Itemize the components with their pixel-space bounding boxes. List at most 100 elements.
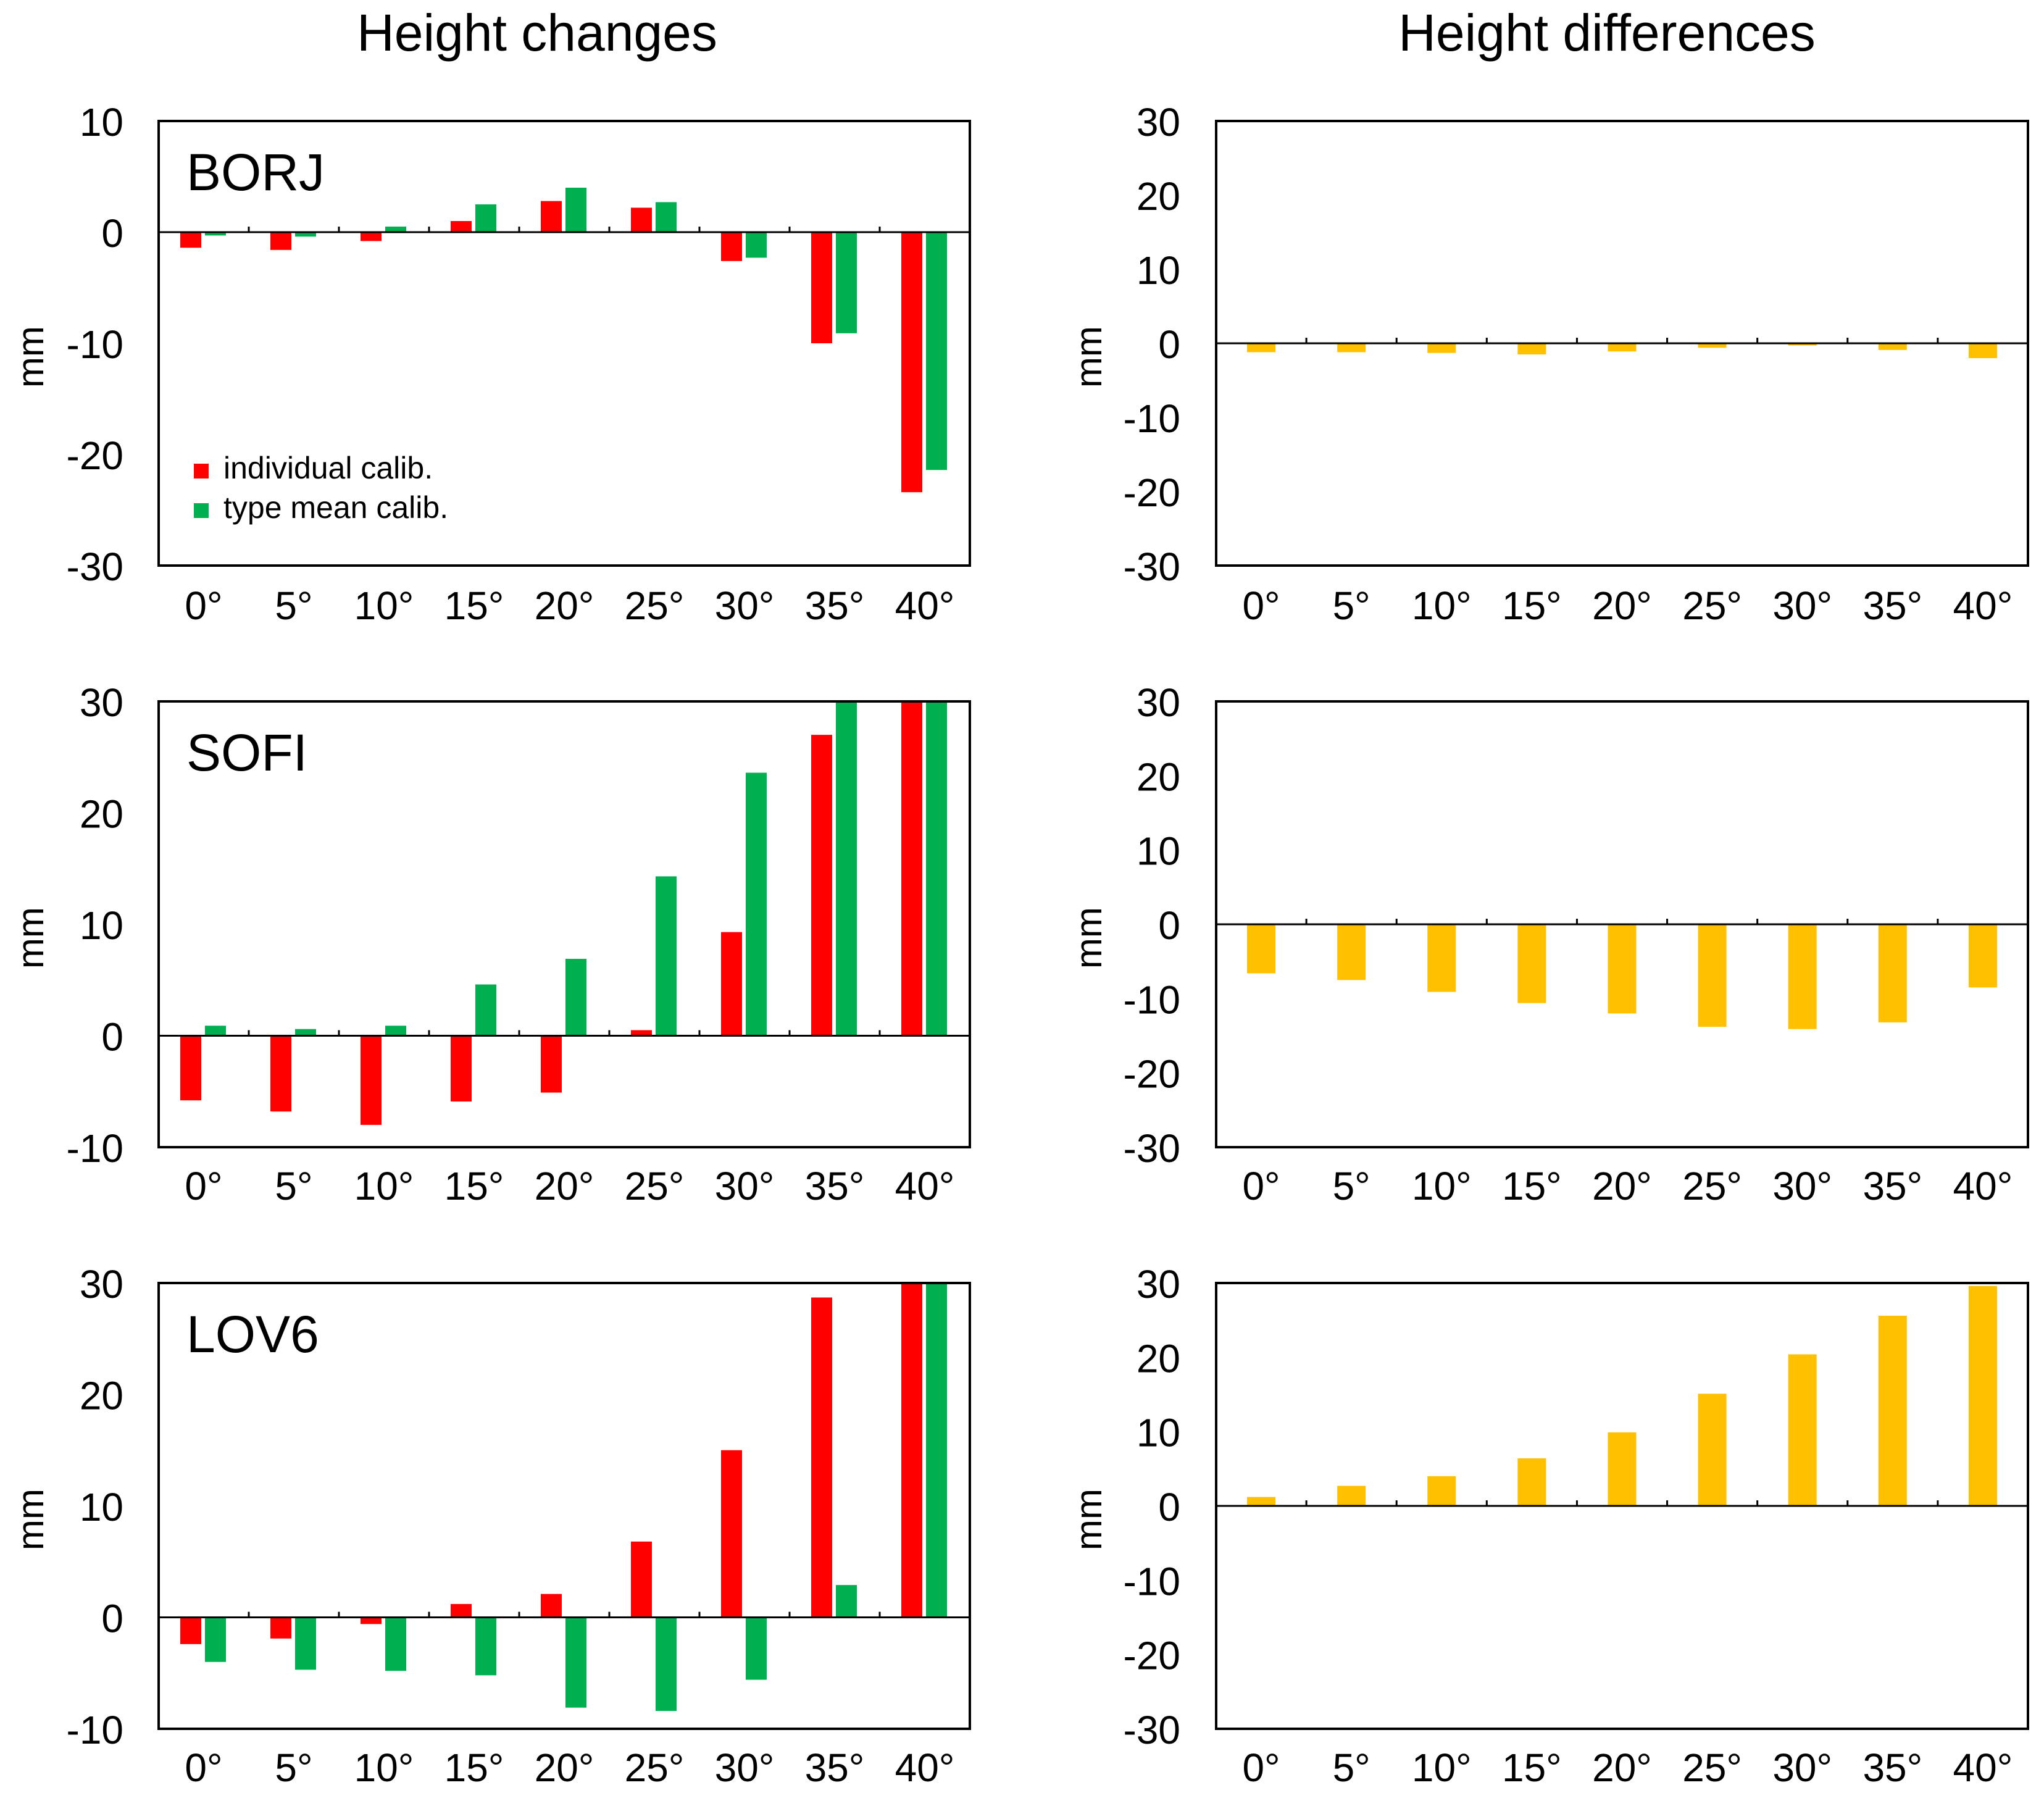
chart-panel-difference-3: 30 20 10 0 -10 -20 -30 0° 5° 10° 15° 20° 25° 30° 35° 40… (1068, 1262, 2029, 1790)
y-tick-label: 30 (80, 680, 123, 725)
plot-frame (157, 700, 971, 1148)
y-tick-label: 10 (80, 100, 123, 144)
y-tick-label: 20 (1137, 754, 1180, 799)
bar-difference-35 (1878, 343, 1907, 350)
bar-individual-calib-5 (270, 232, 291, 250)
y-tick-label: 0 (101, 211, 123, 256)
x-tick-label: 15° (1502, 1745, 1562, 1790)
x-tick-label: 35° (805, 1164, 865, 1208)
bar-type-mean-calib-5 (295, 1617, 316, 1670)
x-tick-label: 35° (805, 583, 865, 628)
bar-individual-calib-15 (451, 1603, 472, 1618)
bar-difference-30 (1788, 343, 1817, 346)
bar-individual-calib-30 (721, 1450, 742, 1618)
plot-frame (157, 120, 971, 567)
bar-type-mean-calib-25 (656, 1617, 677, 1712)
bar-type-mean-calib-20 (565, 1617, 586, 1708)
bar-difference-0 (1247, 343, 1276, 353)
plot-frame (157, 1282, 971, 1730)
bar-difference-10 (1427, 924, 1456, 992)
bar-difference-35 (1878, 1315, 1907, 1506)
bar-type-mean-calib-10 (385, 1617, 406, 1671)
y-tick-label: -10 (67, 322, 124, 367)
bar-difference-5 (1337, 343, 1366, 353)
bar-difference-10 (1427, 1476, 1456, 1506)
bar-individual-calib-5 (270, 1617, 291, 1639)
x-tick-label: 0° (1242, 1164, 1280, 1208)
bar-type-mean-calib-35 (836, 232, 857, 333)
bar-type-mean-calib-0 (205, 1617, 226, 1662)
y-tick-label: 30 (80, 1262, 123, 1306)
bar-type-mean-calib-5 (295, 232, 316, 237)
legend-swatch-individual-calib (194, 464, 209, 479)
bar-difference-15 (1517, 343, 1546, 354)
x-tick-label: 25° (625, 583, 685, 628)
plot-frame (1215, 1282, 2029, 1730)
x-tick-label: 15° (444, 1164, 504, 1208)
bar-individual-calib-30 (721, 932, 742, 1036)
bar-individual-calib-40 (901, 232, 922, 493)
bar-individual-calib-40 (901, 1283, 922, 1618)
y-tick-label: -30 (1124, 1126, 1181, 1171)
x-tick-label: 40° (895, 1164, 955, 1208)
x-tick-label: 20° (1592, 1745, 1652, 1790)
y-tick-label: 10 (1137, 829, 1180, 874)
bar-type-mean-calib-15 (475, 204, 496, 232)
x-tick-label: 5° (275, 583, 312, 628)
station-label: SOFI (186, 724, 307, 782)
y-tick-label: -30 (1124, 1708, 1181, 1752)
x-tick-label: 40° (895, 1745, 955, 1790)
x-tick-label: 0° (185, 583, 222, 628)
y-tick-label: -10 (1124, 1559, 1181, 1603)
y-tick-label: -20 (1124, 470, 1181, 515)
plot-frame (1215, 700, 2029, 1148)
x-tick-label: 35° (1863, 1745, 1922, 1790)
bar-difference-0 (1247, 924, 1276, 974)
column-title-height-changes: Height changes (357, 4, 717, 62)
x-tick-label: 0° (185, 1164, 222, 1208)
bar-individual-calib-20 (541, 201, 562, 232)
y-tick-label: 20 (80, 792, 123, 837)
bar-difference-20 (1608, 343, 1637, 352)
bar-difference-5 (1337, 924, 1366, 980)
y-tick-label: -10 (1124, 977, 1181, 1022)
bar-difference-20 (1608, 924, 1637, 1014)
y-tick-label: -30 (67, 545, 124, 589)
bar-type-mean-calib-20 (565, 188, 586, 232)
bar-type-mean-calib-5 (295, 1029, 316, 1036)
x-tick-label: 40° (1953, 1745, 2013, 1790)
y-axis-label: mm (10, 1489, 51, 1550)
bar-type-mean-calib-20 (565, 958, 586, 1036)
y-axis-label: mm (1068, 1489, 1109, 1550)
bar-difference-15 (1517, 924, 1546, 1003)
x-tick-label: 40° (1953, 583, 2013, 628)
y-tick-label: 20 (80, 1374, 123, 1418)
bar-individual-calib-35 (811, 735, 832, 1036)
x-tick-label: 25° (625, 1164, 685, 1208)
bar-type-mean-calib-40 (926, 701, 947, 1036)
x-tick-label: 0° (185, 1745, 222, 1790)
x-tick-label: 10° (354, 1745, 414, 1790)
x-tick-label: 20° (1592, 583, 1652, 628)
chart-panel-sofi: 30 20 10 0 -10 0° 5° 10° 15° 20° 25° 30° 35° 40° mm SOF… (10, 680, 971, 1208)
bar-difference-25 (1698, 1394, 1727, 1506)
legend-swatch-type-mean-calib (194, 503, 209, 518)
plot-frame (1215, 120, 2029, 567)
x-tick-label: 30° (1772, 583, 1832, 628)
bar-type-mean-calib-35 (836, 1585, 857, 1618)
bar-individual-calib-10 (361, 1035, 382, 1125)
bar-individual-calib-20 (541, 1035, 562, 1093)
y-tick-label: -30 (1124, 545, 1181, 589)
x-tick-label: 35° (805, 1745, 865, 1790)
bar-type-mean-calib-40 (926, 232, 947, 470)
bar-individual-calib-15 (451, 1035, 472, 1101)
x-tick-label: 30° (715, 1745, 775, 1790)
bar-individual-calib-10 (361, 232, 382, 241)
bar-difference-15 (1517, 1458, 1546, 1506)
x-tick-label: 0° (1242, 1745, 1280, 1790)
x-tick-label: 0° (1242, 583, 1280, 628)
x-tick-label: 25° (625, 1745, 685, 1790)
bar-individual-calib-30 (721, 232, 742, 261)
x-tick-label: 20° (1592, 1164, 1652, 1208)
